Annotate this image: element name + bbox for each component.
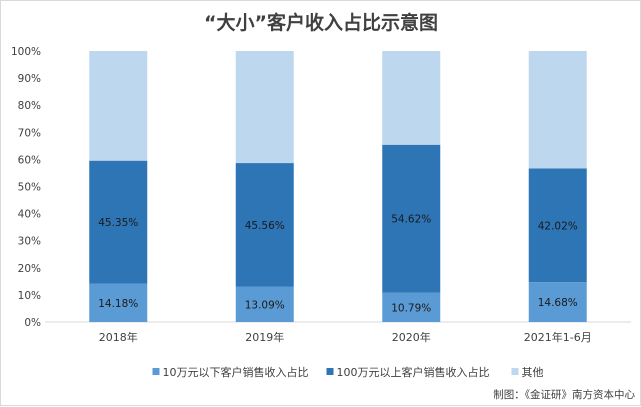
y-tick-label: 60% <box>18 154 41 166</box>
legend-label: 100万元以上客户销售收入占比 <box>337 365 490 379</box>
bar-segment <box>528 51 587 169</box>
bar-segment <box>89 51 148 161</box>
data-label: 54.62% <box>391 214 431 226</box>
bar-segment <box>89 283 148 322</box>
x-tick-label: 2021年1-6月 <box>524 330 592 344</box>
legend-item: 其他 <box>511 366 544 379</box>
data-label: 42.02% <box>538 220 578 232</box>
x-tick-label: 2019年 <box>245 330 284 344</box>
bar-segment <box>235 163 294 287</box>
plot-area: 0% 10% 20% 30% 40% 50% 60% 70% 80% 90% 100% 14.18% 4… <box>11 46 631 344</box>
y-tick-label: 10% <box>18 290 41 302</box>
legend-label: 其他 <box>522 366 544 379</box>
legend-label: 10万元以下客户销售收入占比 <box>163 365 309 379</box>
data-label: 13.09% <box>245 299 285 311</box>
bar-segment <box>382 292 441 322</box>
legend-item: 100万元以上客户销售收入占比 <box>326 365 490 379</box>
data-label: 14.68% <box>538 297 578 309</box>
legend-swatch <box>511 368 519 375</box>
x-tick-label: 2018年 <box>99 330 138 344</box>
y-tick-label: 20% <box>18 263 41 275</box>
bar-segment <box>235 286 294 322</box>
bar-segment <box>382 51 441 145</box>
y-tick-label: 90% <box>18 73 41 85</box>
data-label: 45.56% <box>245 220 285 232</box>
y-tick-label: 30% <box>18 236 41 248</box>
y-tick-label: 50% <box>18 182 41 194</box>
bar-segment <box>528 168 587 283</box>
bar-segment <box>235 51 294 164</box>
bar-segment <box>382 144 441 293</box>
y-tick-label: 0% <box>24 317 41 329</box>
legend-swatch <box>326 368 334 375</box>
data-label: 14.18% <box>98 298 138 310</box>
bar-segment <box>89 160 148 284</box>
y-tick-label: 40% <box>18 209 41 221</box>
data-label: 45.35% <box>98 217 138 229</box>
legend: 10万元以下客户销售收入占比 100万元以上客户销售收入占比 其他 <box>152 365 544 379</box>
legend-swatch <box>152 368 160 375</box>
data-label: 10.79% <box>391 302 431 314</box>
legend-item: 10万元以下客户销售收入占比 <box>152 365 309 379</box>
x-tick-label: 2020年 <box>392 330 431 344</box>
chart-title: “大小”客户收入占比示意图 <box>204 11 438 34</box>
y-tick-label: 70% <box>18 127 41 139</box>
bar-segment <box>528 282 587 322</box>
source-note: 制图：《金证研》南方资本中心 <box>493 388 635 401</box>
y-tick-label: 80% <box>18 100 41 112</box>
y-tick-label: 100% <box>11 46 41 58</box>
